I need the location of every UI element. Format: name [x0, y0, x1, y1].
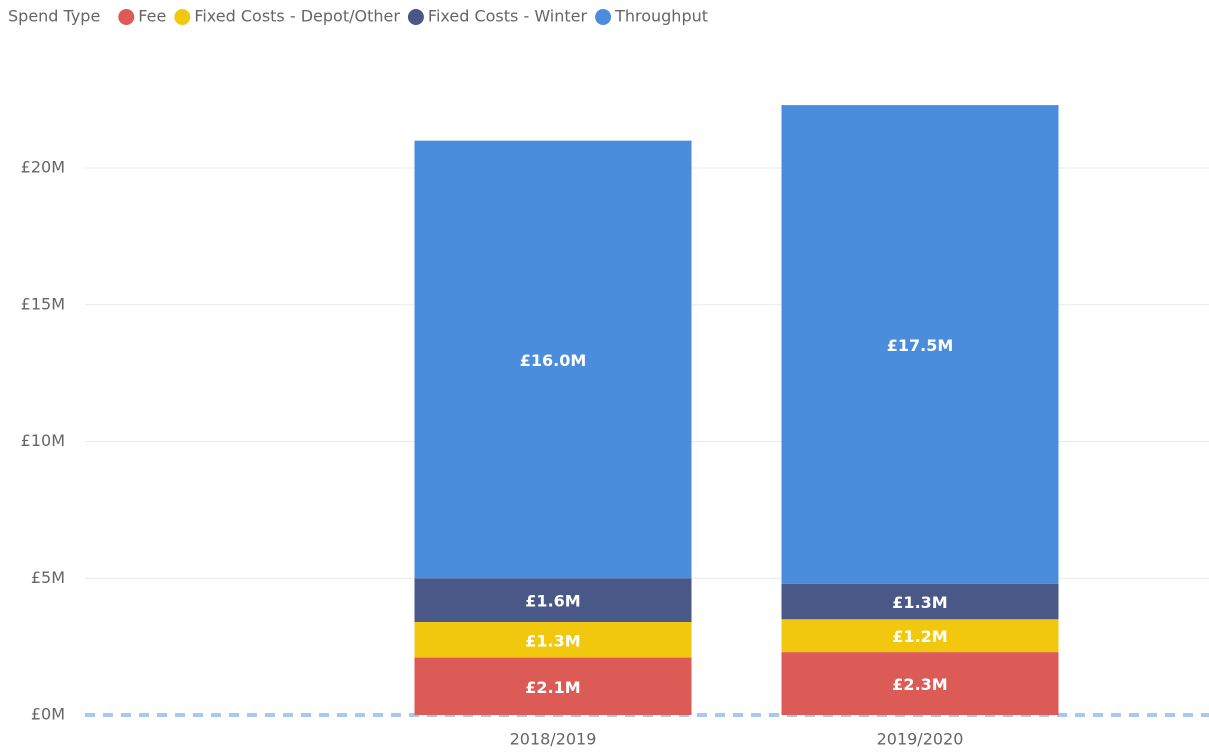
y-tick-label: £10M — [21, 431, 65, 450]
bar-segment — [414, 622, 692, 658]
x-tick-label: 2018/2019 — [510, 730, 597, 749]
legend-marker — [407, 9, 424, 25]
data-label: £1.3M — [892, 593, 947, 612]
bar-segment — [414, 578, 692, 623]
bar-segment — [781, 652, 1059, 715]
legend-marker — [595, 9, 612, 25]
bar-segment — [414, 140, 692, 579]
data-label: £1.3M — [525, 631, 580, 650]
bar-segment — [781, 619, 1059, 653]
x-tick-label: 2019/2020 — [877, 730, 964, 749]
legend-label: Fixed Costs - Depot/Other — [194, 7, 400, 26]
y-tick-label: £5M — [31, 568, 65, 587]
data-label: £1.6M — [525, 592, 580, 611]
legend-label: Fixed Costs - Winter — [428, 7, 588, 26]
data-label: £2.3M — [892, 675, 947, 694]
legend-marker — [118, 9, 135, 25]
y-tick-label: £20M — [21, 158, 65, 177]
data-label: £17.5M — [887, 336, 954, 355]
legend-title: Spend Type — [8, 7, 100, 26]
y-tick-label: £15M — [21, 294, 65, 313]
bar-segment — [781, 105, 1059, 584]
bar-segment — [414, 657, 692, 715]
data-label: £1.2M — [892, 627, 947, 646]
data-label: £2.1M — [525, 678, 580, 697]
legend-label: Throughput — [614, 7, 708, 26]
bar-segment — [781, 583, 1059, 620]
legend-label: Fee — [138, 7, 166, 26]
legend-marker — [174, 9, 191, 25]
y-tick-label: £0M — [31, 705, 65, 724]
data-label: £16.0M — [520, 351, 587, 370]
